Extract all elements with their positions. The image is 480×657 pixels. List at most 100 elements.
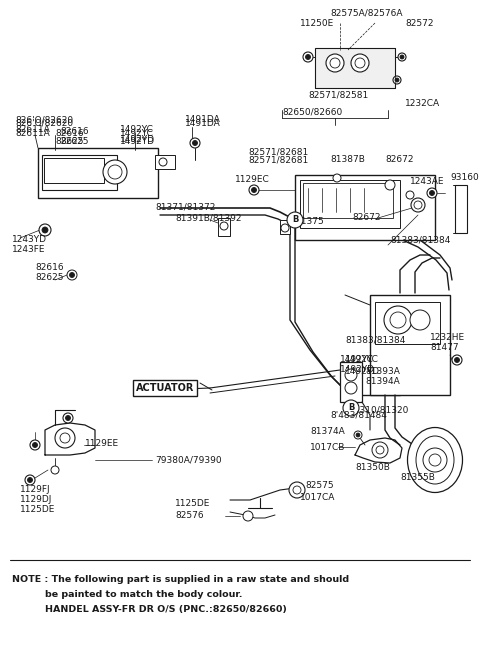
Text: 826'O/82620: 826'O/82620	[15, 116, 73, 124]
Circle shape	[406, 191, 414, 199]
Circle shape	[281, 224, 289, 232]
Text: 81350B: 81350B	[355, 463, 390, 472]
Circle shape	[333, 174, 341, 182]
Text: 81383/81384: 81383/81384	[345, 336, 406, 344]
Text: 82672: 82672	[352, 214, 381, 223]
Bar	[370, 295, 450, 395]
Text: 1492YD: 1492YD	[340, 365, 375, 374]
Circle shape	[51, 466, 59, 474]
Circle shape	[60, 433, 70, 443]
Text: 81393A: 81393A	[365, 367, 400, 376]
Circle shape	[354, 431, 362, 439]
Circle shape	[429, 454, 441, 466]
Bar	[375, 302, 440, 344]
Circle shape	[400, 55, 404, 59]
Circle shape	[220, 222, 228, 230]
Circle shape	[25, 475, 35, 485]
Circle shape	[330, 58, 340, 68]
Text: 81375: 81375	[295, 217, 324, 227]
Circle shape	[455, 357, 459, 363]
Text: 1492YC: 1492YC	[120, 129, 154, 137]
Circle shape	[67, 270, 77, 280]
Text: 1492YC: 1492YC	[345, 355, 379, 365]
Text: 1125DE: 1125DE	[20, 505, 55, 514]
Text: 82572: 82572	[405, 18, 433, 28]
Text: 81387B: 81387B	[330, 156, 365, 164]
Circle shape	[287, 212, 303, 228]
Bar	[455, 185, 467, 233]
Circle shape	[356, 433, 360, 437]
Text: 1017CA: 1017CA	[300, 493, 336, 501]
Text: NOTE : The following part is supplied in a raw state and should: NOTE : The following part is supplied in…	[12, 575, 349, 584]
Bar	[295, 175, 435, 240]
Circle shape	[343, 400, 359, 416]
Text: 82625: 82625	[60, 137, 88, 147]
Text: 1232HE: 1232HE	[430, 334, 465, 342]
Circle shape	[42, 227, 48, 233]
Circle shape	[252, 187, 256, 193]
Text: 81310/81320: 81310/81320	[348, 405, 408, 415]
Text: 82625: 82625	[55, 137, 84, 147]
Circle shape	[27, 478, 33, 482]
Circle shape	[65, 415, 71, 420]
Circle shape	[411, 198, 425, 212]
Circle shape	[305, 55, 311, 60]
Bar	[340, 362, 362, 402]
Text: 82571/82681: 82571/82681	[248, 148, 308, 156]
Text: 82616: 82616	[35, 263, 64, 273]
Text: 81394A: 81394A	[365, 378, 400, 386]
Text: 826'O/82620: 826'O/82620	[15, 118, 73, 127]
Text: 82571/82681: 82571/82681	[248, 156, 308, 164]
Bar	[315, 48, 395, 88]
Text: 1243FE: 1243FE	[12, 246, 46, 254]
Text: B: B	[292, 215, 298, 225]
Text: 82576: 82576	[175, 512, 204, 520]
Text: 81355B: 81355B	[400, 474, 435, 482]
Circle shape	[289, 482, 305, 498]
Circle shape	[398, 53, 406, 61]
Circle shape	[70, 273, 74, 277]
Text: 81383/81384: 81383/81384	[390, 235, 450, 244]
Bar	[280, 220, 290, 234]
Text: 1129EC: 1129EC	[235, 175, 270, 185]
Circle shape	[384, 306, 412, 334]
Text: 82611A: 82611A	[15, 125, 50, 135]
Text: 79380A/79390: 79380A/79390	[155, 455, 222, 464]
Circle shape	[430, 191, 434, 196]
Bar	[155, 155, 175, 169]
Ellipse shape	[408, 428, 463, 493]
Text: be painted to match the body colour.: be painted to match the body colour.	[45, 590, 242, 599]
Text: 1492YD: 1492YD	[345, 367, 380, 376]
Circle shape	[393, 76, 401, 84]
Bar	[315, 48, 395, 88]
Bar	[303, 183, 393, 218]
Text: 1129DJ: 1129DJ	[20, 495, 52, 505]
Bar	[218, 218, 230, 236]
Circle shape	[55, 428, 75, 448]
Circle shape	[159, 158, 167, 166]
Text: 1492YD: 1492YD	[120, 135, 155, 145]
Circle shape	[103, 160, 127, 184]
Text: 1492YC: 1492YC	[120, 125, 154, 135]
Text: 82575A/82576A: 82575A/82576A	[330, 9, 403, 18]
Text: 82625: 82625	[35, 273, 63, 283]
Text: 1492YD: 1492YD	[120, 137, 155, 147]
Text: 1129EE: 1129EE	[85, 438, 119, 447]
Circle shape	[326, 54, 344, 72]
Circle shape	[63, 413, 73, 423]
Text: 81374A: 81374A	[310, 428, 345, 436]
Circle shape	[108, 165, 122, 179]
Text: 82650/82660: 82650/82660	[282, 108, 342, 116]
Circle shape	[190, 138, 200, 148]
Text: 82672: 82672	[385, 156, 413, 164]
Circle shape	[303, 52, 313, 62]
Text: 1491DA: 1491DA	[185, 118, 221, 127]
Circle shape	[452, 355, 462, 365]
Text: 1243YD: 1243YD	[12, 235, 47, 244]
Text: 1129FJ: 1129FJ	[20, 486, 50, 495]
Circle shape	[33, 443, 37, 447]
Text: 1125DE: 1125DE	[175, 499, 210, 507]
Circle shape	[355, 58, 365, 68]
Text: 1232CA: 1232CA	[405, 99, 440, 108]
Circle shape	[372, 442, 388, 458]
